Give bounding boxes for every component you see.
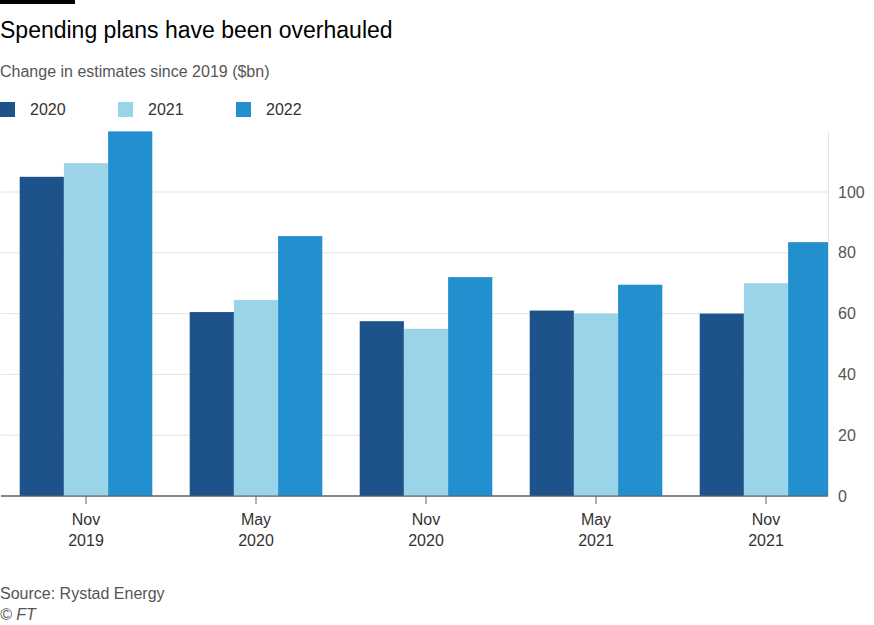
series [108,131,828,496]
y-tick-label: 0 [838,488,847,505]
y-tick: 0 [828,488,847,505]
bar [108,131,152,496]
bar [618,285,662,496]
bar [574,314,618,496]
x-tick-label: May2020 [238,511,274,549]
bar [530,311,574,496]
x-tick: May2020 [238,496,274,549]
source: Source: Rystad Energy [0,585,165,602]
y-tick-label: 80 [838,244,856,261]
y-tick: 60 [828,305,856,322]
bar [448,277,492,496]
y-axis-line [828,132,829,497]
plot: Nov2019 May2020 Nov2020 May2021 Nov2021 [1,131,832,549]
legend-swatch [118,102,133,117]
legend-swatch [0,102,15,117]
x-axis: Nov2019 May2020 Nov2020 May2021 Nov2021 [68,496,784,549]
y-tick: 80 [828,244,856,261]
x-tick-mark [86,496,87,504]
x-tick-label: Nov2019 [68,511,104,549]
x-tick-label: May2021 [578,511,614,549]
x-tick-mark [426,496,427,504]
legend-item: 2022 [236,101,302,118]
bar [744,283,788,496]
bar [360,321,404,496]
legend: 2020 2021 2022 [0,101,302,118]
baseline [1,496,828,497]
legend-swatch [236,102,251,117]
x-tick-mark [596,496,597,504]
subtitle: Change in estimates since 2019 ($bn) [0,63,270,80]
x-tick: May2021 [578,496,614,549]
series [64,163,788,496]
bar [278,236,322,496]
title: Spending plans have been overhauled [0,17,393,43]
legend-item: 2021 [118,101,184,118]
y-tick: 40 [828,366,856,383]
bar [788,242,828,496]
x-tick-mark [766,496,767,504]
credit: © FT [0,606,37,623]
bar [404,329,448,496]
y-tick-label: 20 [838,427,856,444]
y-tick-label: 40 [838,366,856,383]
y-tick-label: 100 [838,184,865,201]
x-tick-label: Nov2021 [748,511,784,549]
y-axis: 0 20 40 60 80 100 [828,132,865,505]
bar [64,163,108,496]
x-tick: Nov2020 [408,496,444,549]
y-tick: 20 [828,427,856,444]
bar [234,300,278,496]
x-tick: Nov2019 [68,496,104,549]
legend-item: 2020 [0,101,66,118]
bar [190,312,234,496]
legend-label: 2021 [148,101,184,118]
x-tick-label: Nov2020 [408,511,444,549]
y-tick: 100 [828,184,865,201]
legend-label: 2022 [266,101,302,118]
x-tick: Nov2021 [748,496,784,549]
x-tick-mark [256,496,257,504]
y-tick-label: 60 [838,305,856,322]
grid-line [1,496,828,497]
chart: Spending plans have been overhauled Chang… [0,0,874,625]
top-bar [0,0,75,4]
legend-label: 2020 [30,101,66,118]
bar [20,177,64,496]
bars [20,131,828,496]
bar [700,314,744,496]
